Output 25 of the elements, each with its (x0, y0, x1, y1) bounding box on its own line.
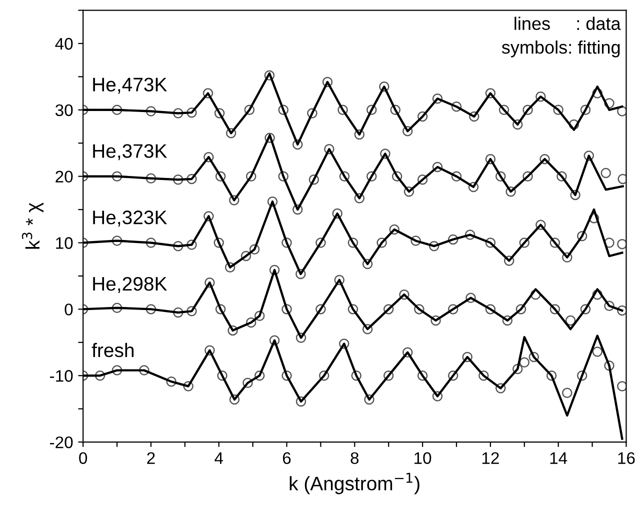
series-label: He,323K (93, 210, 168, 227)
annotation: symbols: fitting (502, 40, 620, 58)
annotation: lines : data (514, 16, 621, 30)
y-tick-label: 0 (64, 304, 73, 316)
y-axis-title: k$^{3}$ * χ (22, 202, 44, 249)
x-tick-label: 6 (282, 452, 291, 464)
y-tick-label: 40 (55, 38, 73, 50)
y-tick-label: -20 (50, 436, 73, 448)
x-tick-label: 4 (214, 452, 224, 464)
y-tick-label: 20 (56, 170, 73, 183)
series-label: He,298K (93, 276, 168, 294)
y-tick-label: -10 (50, 370, 73, 382)
x-tick-label: 2 (147, 452, 155, 464)
x-tick-label: 14 (550, 452, 568, 464)
series-label: He,373K (93, 144, 168, 160)
x-axis-title: k (Angstrom$^{−1}$) (290, 472, 420, 494)
x-tick-label: 10 (414, 452, 432, 464)
y-tick-label: 10 (56, 237, 73, 249)
x-tick-label: 8 (350, 452, 359, 464)
x-tick-label: 16 (618, 452, 635, 464)
series-label: He,473K (93, 78, 168, 94)
x-tick-label: 12 (482, 452, 499, 464)
series-label: fresh (92, 342, 134, 358)
y-tick-label: 30 (55, 104, 73, 116)
x-tick-label: 0 (79, 452, 88, 464)
